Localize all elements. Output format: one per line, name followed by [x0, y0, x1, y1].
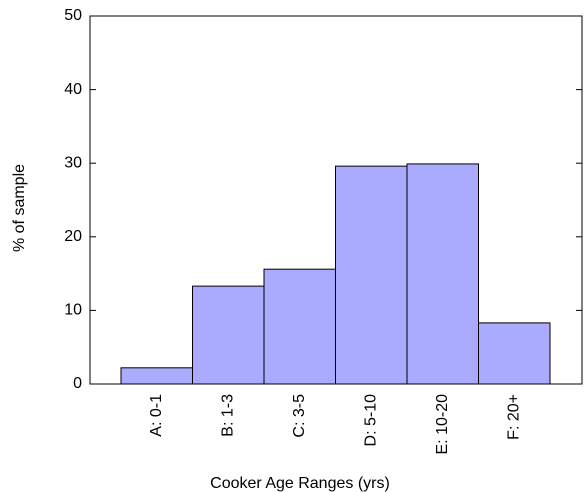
x-tick-label: D: 5-10 [362, 394, 379, 447]
y-tick-label: 0 [73, 375, 82, 392]
y-tick-label: 30 [64, 154, 82, 171]
bar [406, 163, 479, 385]
x-tick-label: F: 20+ [505, 394, 522, 440]
x-tick-label: E: 10-20 [434, 394, 451, 455]
x-tick-label: B: 1-3 [219, 394, 236, 437]
bar [263, 268, 336, 385]
y-axis-label: % of sample [11, 164, 28, 252]
x-axis-label: Cooker Age Ranges (yrs) [210, 475, 390, 492]
y-tick-label: 20 [64, 228, 82, 245]
bar [192, 285, 265, 385]
bar [120, 367, 193, 385]
y-tick-label: 40 [64, 81, 82, 98]
x-tick-label: C: 3-5 [291, 394, 308, 438]
y-tick-label: 50 [64, 7, 82, 24]
y-tick-label: 10 [64, 302, 82, 319]
bar [478, 322, 551, 385]
bar [335, 165, 408, 385]
x-tick-label: A: 0-1 [148, 394, 165, 437]
